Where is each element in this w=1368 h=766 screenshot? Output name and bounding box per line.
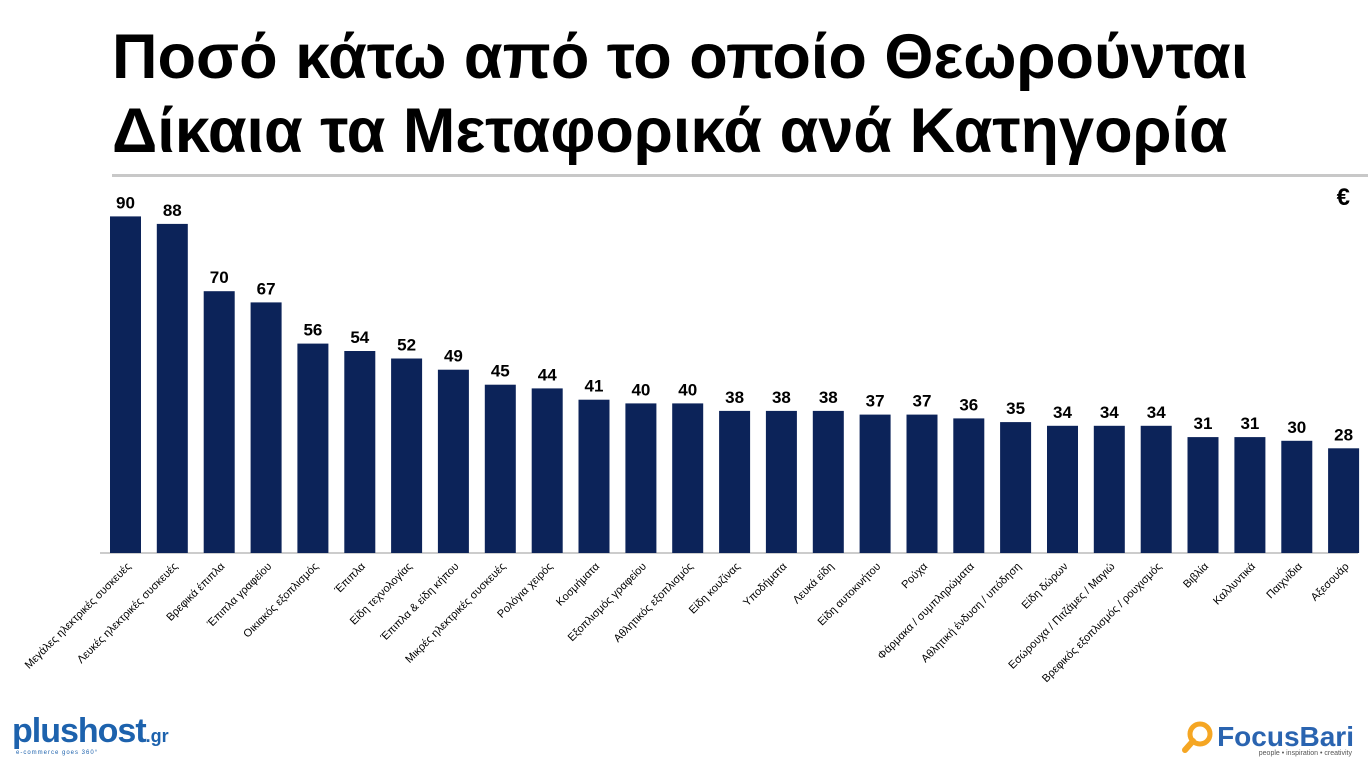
- bar-value-label: 40: [631, 380, 650, 399]
- bar-value-label: 34: [1147, 403, 1166, 422]
- category-tick-label: Καλλυντικά: [1211, 560, 1258, 607]
- category-tick-label: Έπιπλα: [332, 560, 368, 596]
- bar: [250, 302, 282, 553]
- chart-title: Ποσό κάτω από το οποίο Θεωρούνται Δίκαια…: [112, 20, 1352, 168]
- bar: [906, 414, 938, 553]
- bar: [1140, 425, 1172, 553]
- focusbari-logo: FocusBari people • inspiration • creativ…: [1181, 720, 1354, 757]
- bar-value-label: 88: [163, 201, 182, 220]
- bar-value-label: 38: [725, 388, 744, 407]
- category-tick-label: Ρούχα: [899, 560, 930, 591]
- bar-value-label: 34: [1100, 403, 1119, 422]
- bar-value-label: 35: [1006, 399, 1025, 418]
- bar: [1187, 437, 1219, 553]
- category-tick-label: Αθλητική ένδυση / υπόδηση: [919, 561, 1024, 666]
- bar: [765, 410, 797, 553]
- bar: [625, 403, 657, 553]
- bar: [1328, 448, 1360, 553]
- bar: [156, 223, 188, 553]
- bar: [812, 410, 844, 553]
- bar: [1234, 437, 1266, 553]
- bar: [110, 216, 141, 553]
- bar: [1093, 425, 1125, 553]
- bar-value-label: 38: [772, 388, 791, 407]
- bar: [1000, 422, 1032, 553]
- bar: [203, 291, 235, 553]
- bar: [344, 351, 376, 553]
- bar-value-label: 31: [1240, 414, 1259, 433]
- bar-value-label: 34: [1053, 403, 1072, 422]
- category-tick-label: Αθλητικός εξοπλισμός: [612, 561, 696, 645]
- bar: [719, 410, 751, 553]
- category-tick-label: Μικρές ηλεκτρικές συσκευές: [403, 561, 508, 666]
- category-tick-label: Είδη δώρων: [1020, 560, 1071, 611]
- bar-value-label: 28: [1334, 425, 1353, 444]
- bar-value-label: 67: [257, 279, 276, 298]
- bar: [1047, 425, 1078, 553]
- bar-value-label: 38: [819, 388, 838, 407]
- category-tick-label: Λευκά είδη: [791, 561, 837, 607]
- plushost-logo: plushost.gr e-commerce goes 360°: [12, 712, 169, 756]
- bar: [531, 388, 563, 553]
- category-tick-label: Παιχνίδια: [1264, 560, 1305, 601]
- focusbari-logo-text: FocusBari: [1217, 721, 1354, 752]
- bar-value-label: 40: [678, 380, 697, 399]
- category-tick-label: Υποδήματα: [741, 560, 790, 609]
- plushost-tagline: e-commerce goes 360°: [16, 750, 99, 756]
- focusbari-tagline: people • inspiration • creativity: [1258, 750, 1352, 757]
- category-tick-label: Βιβλία: [1181, 560, 1211, 590]
- bar: [484, 384, 516, 553]
- category-tick-label: Λευκές ηλεκτρικές συσκευές: [75, 561, 180, 666]
- magnifier-icon: [1182, 721, 1213, 753]
- bar: [859, 414, 891, 553]
- category-tick-label: Εξοπλισμός γραφείου: [566, 561, 649, 644]
- bar: [297, 343, 329, 553]
- bar: [391, 358, 423, 553]
- bar-value-label: 54: [350, 328, 369, 347]
- bar: [437, 369, 469, 553]
- chart-title-line-1: Ποσό κάτω από το οποίο Θεωρούνται: [112, 22, 1249, 92]
- bar-value-label: 90: [116, 193, 135, 212]
- bar-value-label: 37: [913, 392, 932, 411]
- bar-value-label: 31: [1194, 414, 1213, 433]
- category-tick-label: Αξεσουάρ: [1309, 561, 1352, 604]
- bar-value-label: 52: [397, 336, 416, 355]
- bar-value-label: 41: [585, 377, 604, 396]
- bar-value-label: 37: [866, 392, 885, 411]
- bar-value-label: 45: [491, 362, 510, 381]
- plushost-logo-text: plushost: [12, 712, 147, 750]
- bar-value-label: 44: [538, 365, 557, 384]
- category-tick-label: Φάρμακα / συμπληρώματα: [875, 560, 977, 662]
- bar: [672, 403, 704, 553]
- chart-title-line-2: Δίκαια τα Μεταφορικά ανά Κατηγορία: [112, 96, 1228, 166]
- category-tick-label: Κοσμήματα: [554, 560, 602, 608]
- bar: [1281, 440, 1313, 553]
- plushost-logo-suffix: .gr: [145, 726, 169, 746]
- bar-value-label: 49: [444, 347, 463, 366]
- unit-label: €: [1336, 184, 1350, 211]
- bar-value-label: 36: [959, 395, 978, 414]
- category-tick-label: Έπιπλα & είδη κήπου: [378, 561, 462, 645]
- title-divider: [112, 174, 1368, 177]
- bar-value-label: 70: [210, 268, 229, 287]
- bar: [578, 399, 610, 553]
- bar: [953, 418, 985, 553]
- bar-value-label: 56: [303, 321, 322, 340]
- bar-value-label: 30: [1287, 418, 1306, 437]
